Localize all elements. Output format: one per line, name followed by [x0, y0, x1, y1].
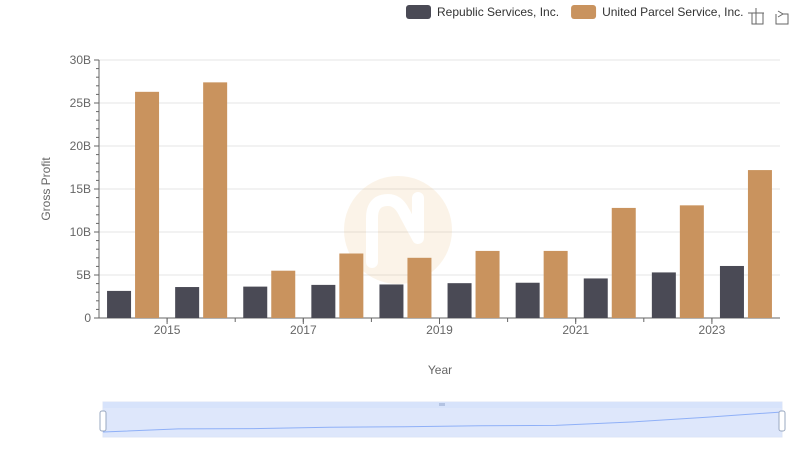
bar-republic-services[interactable] [515, 282, 540, 318]
y-tick-label: 5B [76, 268, 91, 282]
zoom-icon[interactable] [748, 8, 764, 25]
legend-swatch[interactable] [571, 5, 597, 19]
restore-icon[interactable] [775, 10, 789, 25]
x-tick-label: 2019 [426, 323, 453, 337]
legend-item[interactable]: Republic Services, Inc. [406, 5, 559, 19]
bar-united-parcel-service[interactable] [271, 270, 296, 318]
bar-republic-services[interactable] [379, 284, 404, 318]
bar-republic-services[interactable] [583, 278, 608, 318]
bar-united-parcel-service[interactable] [543, 250, 568, 318]
zoom-slider-center-grip[interactable] [439, 403, 445, 406]
watermark-logo [344, 176, 452, 284]
legend-swatch[interactable] [406, 5, 431, 19]
x-axis-ticks: 2015 2017 2019 2021 2023 [154, 318, 726, 337]
x-tick-label: 2017 [290, 323, 317, 337]
y-tick-label: 20B [70, 139, 91, 153]
bar-republic-services[interactable] [107, 290, 132, 318]
bar-united-parcel-service[interactable] [407, 257, 432, 318]
y-tick-label: 25B [70, 96, 91, 110]
bar-united-parcel-service[interactable] [339, 253, 364, 319]
bar-republic-services[interactable] [719, 265, 744, 318]
legend-label[interactable]: Republic Services, Inc. [437, 5, 559, 19]
zoom-slider-right-handle[interactable] [778, 410, 786, 432]
bars [107, 82, 772, 318]
bar-united-parcel-service[interactable] [135, 91, 160, 318]
y-axis-title: Gross Profit [39, 157, 53, 221]
x-axis-title: Year [428, 363, 452, 377]
y-tick-label: 15B [70, 182, 91, 196]
x-tick-label: 2023 [699, 323, 726, 337]
bar-united-parcel-service[interactable] [203, 82, 228, 318]
legend-label[interactable]: United Parcel Service, Inc. [602, 5, 743, 19]
bar-republic-services[interactable] [651, 272, 676, 318]
bar-republic-services[interactable] [175, 287, 200, 318]
y-tick-label: 30B [70, 53, 91, 67]
bar-united-parcel-service[interactable] [611, 207, 636, 318]
bar-republic-services[interactable] [311, 284, 336, 318]
x-tick-label: 2015 [154, 323, 181, 337]
bar-republic-services[interactable] [447, 283, 472, 318]
zoom-slider[interactable] [99, 401, 786, 438]
bar-republic-services[interactable] [243, 286, 268, 318]
bar-united-parcel-service[interactable] [679, 205, 704, 318]
y-tick-label: 10B [70, 225, 91, 239]
legend[interactable]: Republic Services, Inc. United Parcel Ser… [406, 5, 743, 19]
x-tick-label: 2021 [562, 323, 589, 337]
y-axis-ticks: 0 5B 10B 15B 20B 25B 30B [70, 53, 99, 325]
bar-united-parcel-service[interactable] [747, 170, 772, 318]
bar-united-parcel-service[interactable] [475, 250, 500, 318]
zoom-slider-left-handle[interactable] [99, 410, 107, 432]
zoom-slider-selection[interactable] [103, 408, 782, 437]
zoom-slider-preview-line [102, 411, 783, 433]
legend-item[interactable]: United Parcel Service, Inc. [571, 5, 743, 19]
y-tick-label: 0 [84, 311, 91, 325]
